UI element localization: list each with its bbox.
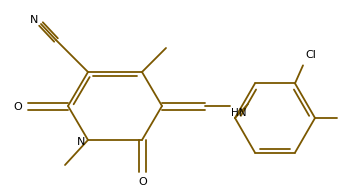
Text: N: N (30, 15, 38, 25)
Text: Cl: Cl (305, 50, 316, 60)
Text: HN: HN (231, 108, 246, 118)
Text: O: O (14, 102, 22, 112)
Text: O: O (139, 177, 147, 187)
Text: N: N (77, 137, 85, 147)
